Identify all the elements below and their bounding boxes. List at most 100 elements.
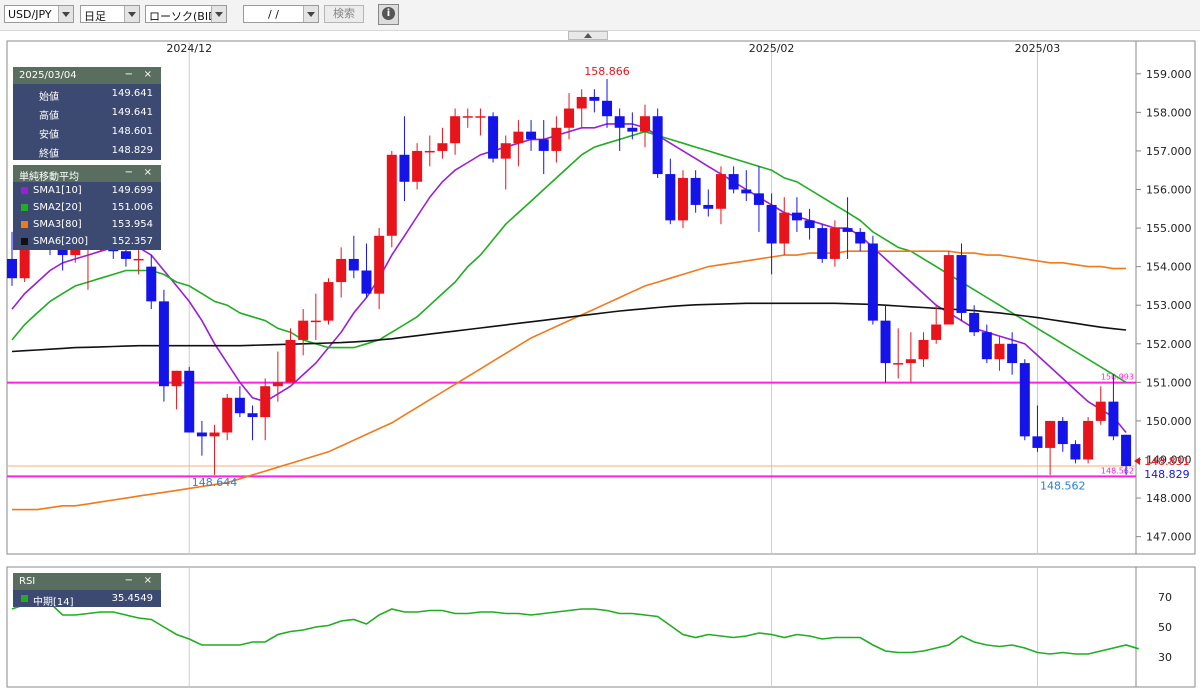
y-tick-label: 147.000 (1146, 531, 1192, 544)
chevron-down-icon[interactable] (58, 6, 73, 22)
candle-body (1032, 436, 1043, 448)
info-button[interactable]: i (378, 4, 399, 25)
candle-body (779, 212, 790, 244)
ohlc-panel-header: 2025/03/04 − × (13, 67, 161, 84)
candle-body (1070, 444, 1081, 460)
candle-body (855, 231, 866, 244)
y-tick-label: 157.000 (1146, 145, 1192, 158)
ohlc-panel: 2025/03/04 − × 始値 149.641 高値 149.641 安値 148… (13, 67, 161, 160)
candle-body (146, 266, 157, 302)
candle-body (348, 258, 359, 271)
candle-body (589, 96, 600, 101)
chevron-down-icon[interactable] (211, 6, 226, 22)
candle-body (298, 320, 309, 340)
toolbar: USD/JPY 日足 ローソク(BID) / / 検索 i (0, 0, 1200, 31)
period-select[interactable]: 日足 (80, 5, 140, 23)
candle-body (715, 174, 726, 209)
search-button[interactable]: 検索 (324, 5, 364, 23)
sma-panel-header: 単純移動平均 − × (13, 165, 161, 183)
close-icon[interactable]: × (143, 167, 152, 178)
y-tick-label: 152.000 (1146, 338, 1192, 351)
price-marker-arrow (1134, 457, 1141, 466)
legend-swatch (21, 204, 28, 211)
candle-body (931, 324, 942, 340)
candle-body (1057, 420, 1068, 445)
rsi-panel-header: RSI − × (13, 573, 161, 590)
currency-pair-select[interactable]: USD/JPY (4, 5, 74, 23)
candle-body (462, 116, 473, 118)
chart-kind-select[interactable]: ローソク(BID) (145, 5, 227, 23)
candle-body (1019, 363, 1030, 437)
ohlc-row-low: 安値 148.601 (39, 126, 153, 141)
chevron-down-icon[interactable] (303, 6, 318, 22)
rsi-axis-frame (1135, 566, 1196, 688)
sma-line (11, 302, 1127, 353)
close-icon[interactable]: × (143, 575, 152, 586)
candle-body (475, 116, 486, 118)
candle-body (677, 177, 688, 221)
candle-body (943, 255, 954, 325)
candle-body (1095, 401, 1106, 421)
rsi-row: 中期[14] 35.4549 (13, 590, 161, 608)
candle-body (867, 243, 878, 321)
minimize-icon[interactable]: − (124, 69, 133, 80)
price-annotation: 158.866 (584, 65, 630, 78)
minimize-icon[interactable]: − (124, 575, 133, 586)
candle-body (829, 228, 840, 259)
y-tick-label: 156.000 (1146, 184, 1192, 197)
close-icon[interactable]: × (143, 69, 152, 80)
legend-swatch (21, 187, 28, 194)
candle-body (564, 108, 575, 128)
y-tick-label: 153.000 (1146, 299, 1192, 312)
candle-body (184, 370, 195, 433)
sma-line (11, 130, 1127, 384)
candle-body (412, 150, 423, 182)
date-input-value: / / (268, 8, 279, 21)
rsi-tick-label: 30 (1158, 651, 1172, 664)
candle-body (690, 177, 701, 205)
candle-body (234, 397, 245, 414)
period-label: 日足 (84, 10, 106, 23)
candle-body (171, 370, 182, 387)
y-tick-label: 158.000 (1146, 106, 1192, 119)
price-axis-frame (1135, 40, 1196, 555)
candle-body (260, 386, 271, 418)
candle-body (361, 270, 372, 294)
rsi-line (11, 596, 1139, 655)
candle-body (576, 96, 587, 109)
candle-body (488, 116, 499, 159)
candle-body (918, 339, 929, 360)
candle-body (640, 116, 650, 132)
y-tick-label: 154.000 (1146, 261, 1192, 274)
minimize-icon[interactable]: − (124, 167, 133, 178)
candle-body (120, 251, 131, 259)
price-marker-label: 148.831 (1144, 455, 1190, 468)
candle-body (424, 150, 435, 153)
candle-body (791, 212, 802, 221)
candle-body (741, 189, 752, 194)
candle-body (893, 363, 904, 365)
candle-body (1108, 401, 1119, 437)
candle-body (386, 154, 397, 236)
sma-row: SMA1[10] 149.699 (13, 182, 161, 199)
sma-panel-title: 単純移動平均 (19, 172, 79, 183)
sma-line (12, 250, 1127, 511)
candle-body (753, 193, 764, 205)
chevron-down-icon[interactable] (124, 6, 139, 22)
info-icon: i (382, 7, 395, 20)
candle-body (538, 139, 549, 151)
candle-body (1045, 420, 1056, 448)
price-annotation: 148.562 (1040, 479, 1086, 492)
date-input[interactable]: / / (243, 5, 319, 23)
candle-body (272, 382, 283, 387)
candle-body (437, 143, 448, 151)
candle-body (526, 131, 537, 140)
collapse-toolbar-button[interactable] (568, 31, 608, 40)
candle-body (374, 235, 385, 294)
legend-swatch (21, 595, 28, 602)
candle-body (336, 258, 347, 283)
candle-body (247, 413, 258, 418)
x-tick-label: 2025/02 (749, 42, 795, 55)
candle-body (1121, 434, 1132, 467)
